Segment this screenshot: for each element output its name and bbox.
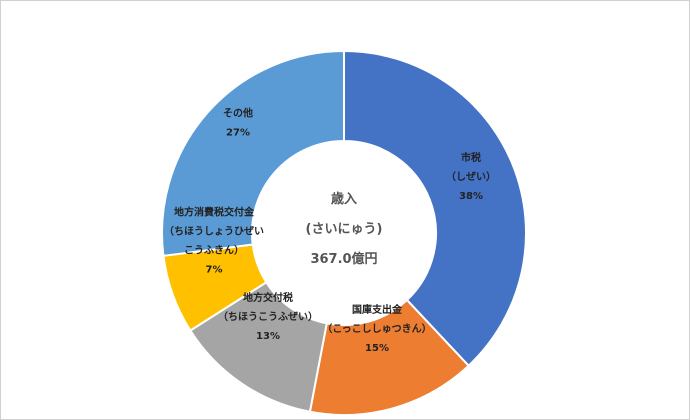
slice-name-label: こうふきん）: [184, 244, 244, 257]
slice-name-label: （しぜい）: [446, 170, 496, 183]
slice-percent-label: 38%: [459, 191, 483, 202]
slice-name-label: 市税: [461, 151, 481, 164]
slice-percent-label: 7%: [206, 265, 223, 276]
slice-name-label: 地方消費税交付金: [174, 206, 255, 219]
slice-label: 地方消費税交付金 （ちほうしょうひぜいこうふきん） 7%: [164, 206, 264, 276]
slice-label: 国庫支出金 （こっこししゅつきん） 15%: [322, 303, 431, 354]
center-label-line2: (さいにゅう): [306, 222, 383, 237]
center-label: 歳入 (さいにゅう) 367.0億円: [306, 191, 383, 267]
slice-label: その他 27%: [223, 107, 253, 139]
donut-slice: [161, 49, 345, 257]
slice-percent-label: 13%: [256, 331, 280, 342]
donut-slice: [308, 298, 471, 416]
donut-slice: [343, 49, 527, 368]
slice-percent-label: 15%: [365, 343, 389, 354]
slice-name-label: その他: [223, 107, 253, 120]
slice-name-label: （ちほうこうふぜい）: [218, 310, 318, 323]
slice-name-label: 国庫支出金: [352, 303, 403, 316]
donut-slices: [161, 49, 527, 416]
slice-name-label: （ちほうしょうひぜい: [164, 225, 264, 238]
slice-name-label: （こっこししゅつきん）: [322, 322, 431, 335]
slice-label: 地方交付税 （ちほうこうふぜい） 13%: [218, 291, 318, 342]
slice-labels: 市税 （しぜい） 38% 国庫支出金 （こっこししゅつきん） 15% 地方交付税 （ちほうこう…: [164, 107, 496, 355]
center-label-line3: 367.0億円: [310, 251, 377, 267]
slice-label: 市税 （しぜい） 38%: [446, 151, 496, 202]
center-label-line1: 歳入: [331, 191, 357, 207]
slice-percent-label: 27%: [226, 128, 250, 139]
slice-name-label: 地方交付税: [243, 291, 293, 304]
